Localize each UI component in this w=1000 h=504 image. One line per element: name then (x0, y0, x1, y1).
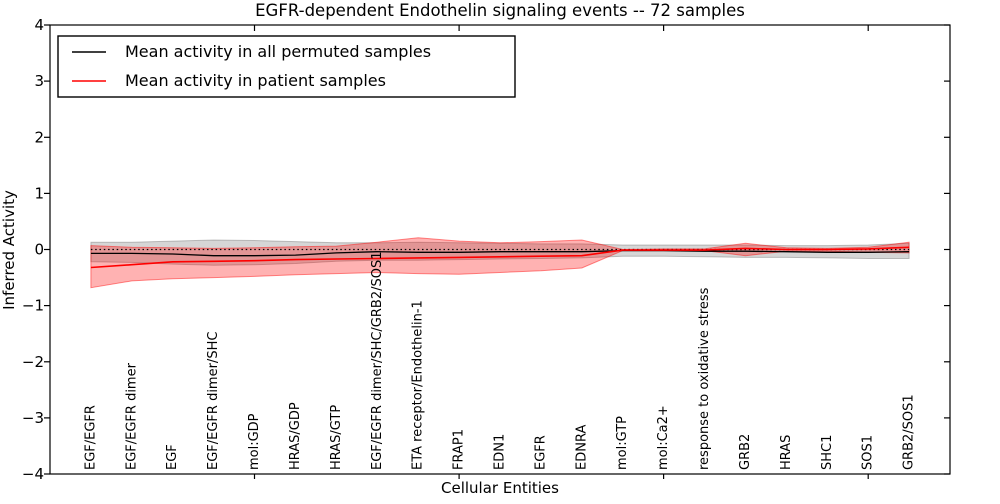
x-category-label: FRAP1 (452, 429, 467, 470)
y-tick-label: 2 (34, 128, 44, 146)
y-tick-label: −4 (22, 465, 44, 483)
y-tick-label: 1 (34, 184, 44, 202)
x-category-label: response to oxidative stress (697, 287, 712, 470)
x-category-label: EGF/EGFR dimer (124, 362, 139, 470)
legend-label-permuted: Mean activity in all permuted samples (125, 42, 431, 61)
series-lines (90, 246, 910, 269)
chart-title: EGFR-dependent Endothelin signaling even… (255, 1, 745, 20)
series-line-permuted (90, 249, 910, 257)
x-category-label: EGF/EGFR dimer/SHC (206, 332, 221, 470)
x-category-label: HRAS (779, 435, 794, 470)
y-tick-labels: −4 −3 −2 −1 0 1 2 3 4 (22, 16, 44, 483)
y-tick-label: 4 (34, 16, 44, 34)
x-category-label: GRB2 (738, 434, 753, 470)
x-category-label: HRAS/GTP (329, 405, 344, 470)
y-tick-label: −3 (22, 409, 44, 427)
legend-label-patient: Mean activity in patient samples (125, 71, 386, 90)
plot-frame (49, 24, 951, 475)
series-line-patient (90, 246, 910, 269)
y-tick-label: 0 (34, 241, 44, 259)
legend: Mean activity in all permuted samples Me… (57, 35, 516, 98)
x-category-label: GRB2/SOS1 (902, 394, 917, 470)
x-category-labels: EGF/EGFR EGF/EGFR dimer EGF EGF/EGFR dimer/… (83, 252, 916, 470)
confidence-bands (90, 237, 910, 289)
x-axis-label: Cellular Entities (441, 479, 559, 497)
y-tick-label: −1 (22, 297, 44, 315)
x-category-label: EGFR (533, 435, 548, 470)
x-category-label: EGF/EGFR (83, 405, 98, 470)
x-category-label: SOS1 (861, 435, 876, 470)
y-tick-label: −2 (22, 353, 44, 371)
x-category-label: EDNRA (574, 425, 589, 470)
x-category-label: HRAS/GDP (288, 402, 303, 470)
x-category-label: EDN1 (493, 434, 508, 470)
x-category-label: EGF/EGFR dimer/SHC/GRB2/SOS1 (370, 252, 385, 470)
x-category-label: mol:Ca2+ (656, 405, 671, 470)
x-category-label: SHC1 (820, 435, 835, 470)
y-axis-label: Inferred Activity (0, 190, 18, 310)
x-category-label: EGF (165, 444, 180, 470)
x-category-label: mol:GTP (615, 416, 630, 470)
x-category-label: ETA receptor/Endothelin-1 (411, 300, 426, 470)
y-tick-label: 3 (34, 72, 44, 90)
legend-box (57, 35, 516, 98)
x-category-label: mol:GDP (247, 413, 262, 470)
